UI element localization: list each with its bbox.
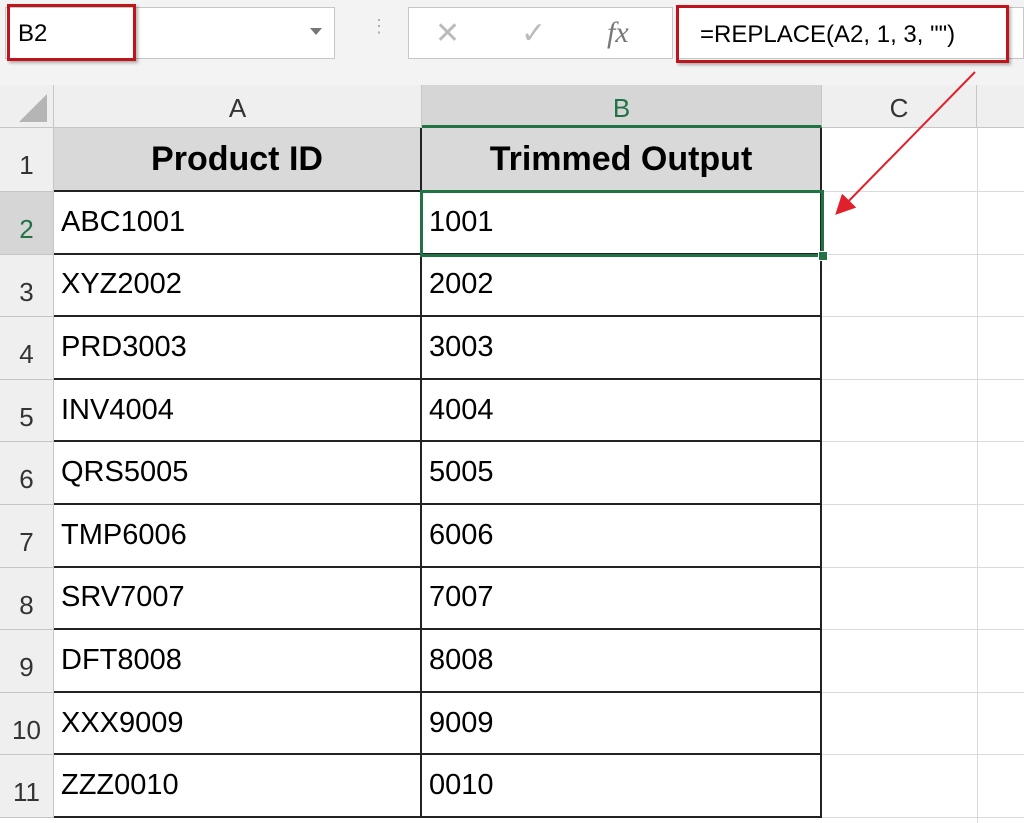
row-header[interactable]: 9	[0, 630, 54, 693]
product-id-cell[interactable]: PRD3003	[54, 317, 422, 380]
gridline	[822, 378, 1024, 380]
trimmed-output-cell[interactable]: 8008	[422, 630, 822, 693]
trimmed-output-cell[interactable]: 9009	[422, 692, 822, 756]
product-id-cell[interactable]: INV4004	[54, 379, 422, 443]
gridline	[822, 754, 1024, 756]
formula-buttons: ✕ ✓ fx	[408, 7, 673, 59]
formula-text: =REPLACE(A2, 1, 3, "")	[700, 21, 956, 48]
row-header[interactable]: 5	[0, 379, 54, 443]
product-id-cell[interactable]: QRS5005	[54, 442, 422, 505]
chevron-down-icon[interactable]	[310, 28, 322, 35]
row-header[interactable]: 7	[0, 505, 54, 568]
fill-handle[interactable]	[818, 251, 828, 261]
row-header[interactable]: 6	[0, 442, 54, 505]
header-cell-trimmed-output[interactable]: Trimmed Output	[422, 128, 822, 192]
gridline	[822, 441, 1024, 443]
select-all-icon	[19, 94, 47, 122]
product-id-cell[interactable]: XXX9009	[54, 692, 422, 756]
row-header[interactable]: 11	[0, 755, 54, 818]
row-header[interactable]: 4	[0, 317, 54, 380]
trimmed-output-cell[interactable]: 4004	[422, 379, 822, 443]
selected-cell-border	[420, 190, 824, 257]
trimmed-output-cell[interactable]: 6006	[422, 505, 822, 568]
trimmed-output-cell[interactable]: 5005	[422, 442, 822, 505]
row-header[interactable]: 3	[0, 254, 54, 318]
trimmed-output-cell[interactable]: 2002	[422, 254, 822, 318]
check-icon[interactable]: ✓	[521, 17, 547, 50]
x-icon[interactable]: ✕	[435, 17, 461, 50]
gridline	[822, 504, 1024, 505]
product-id-cell[interactable]: DFT8008	[54, 630, 422, 693]
name-box-value: B2	[18, 20, 48, 47]
highlight-name-box	[7, 4, 136, 61]
gridline	[822, 316, 1024, 318]
gridline	[822, 629, 1024, 631]
row-header[interactable]: 10	[0, 692, 54, 756]
product-id-cell[interactable]: ABC1001	[54, 192, 422, 255]
product-id-cell[interactable]: SRV7007	[54, 567, 422, 631]
row-header[interactable]: 2	[0, 192, 54, 255]
trimmed-output-cell[interactable]: 3003	[422, 317, 822, 380]
gridline	[822, 817, 1024, 818]
column-header-d[interactable]	[977, 85, 1024, 128]
header-cell-product-id[interactable]: Product ID	[54, 128, 422, 192]
gridline	[822, 191, 1024, 192]
highlight-formula	[676, 5, 1009, 63]
formula-bar: B2 ⋮ ✕ ✓ fx =REPLACE(A2, 1, 3, "")	[0, 0, 1024, 85]
fx-icon[interactable]: fx	[607, 16, 629, 49]
trimmed-output-cell[interactable]: 7007	[422, 567, 822, 631]
product-id-cell[interactable]: ZZZ0010	[54, 755, 422, 818]
name-box[interactable]: B2	[5, 7, 335, 59]
arrow-line	[835, 71, 976, 215]
row-header[interactable]: 1	[0, 128, 54, 192]
select-all-button[interactable]	[0, 85, 54, 128]
column-header-a[interactable]: A	[54, 85, 422, 128]
column-header-b[interactable]: B	[422, 85, 822, 128]
product-id-cell[interactable]: XYZ2002	[54, 254, 422, 318]
trimmed-output-cell[interactable]: 0010	[422, 755, 822, 818]
gridline	[977, 128, 978, 823]
gridline	[822, 691, 1024, 693]
gridline	[822, 566, 1024, 568]
product-id-cell[interactable]: TMP6006	[54, 505, 422, 568]
column-header-c[interactable]: C	[822, 85, 977, 128]
gridline	[822, 253, 1024, 255]
row-header[interactable]: 8	[0, 567, 54, 631]
